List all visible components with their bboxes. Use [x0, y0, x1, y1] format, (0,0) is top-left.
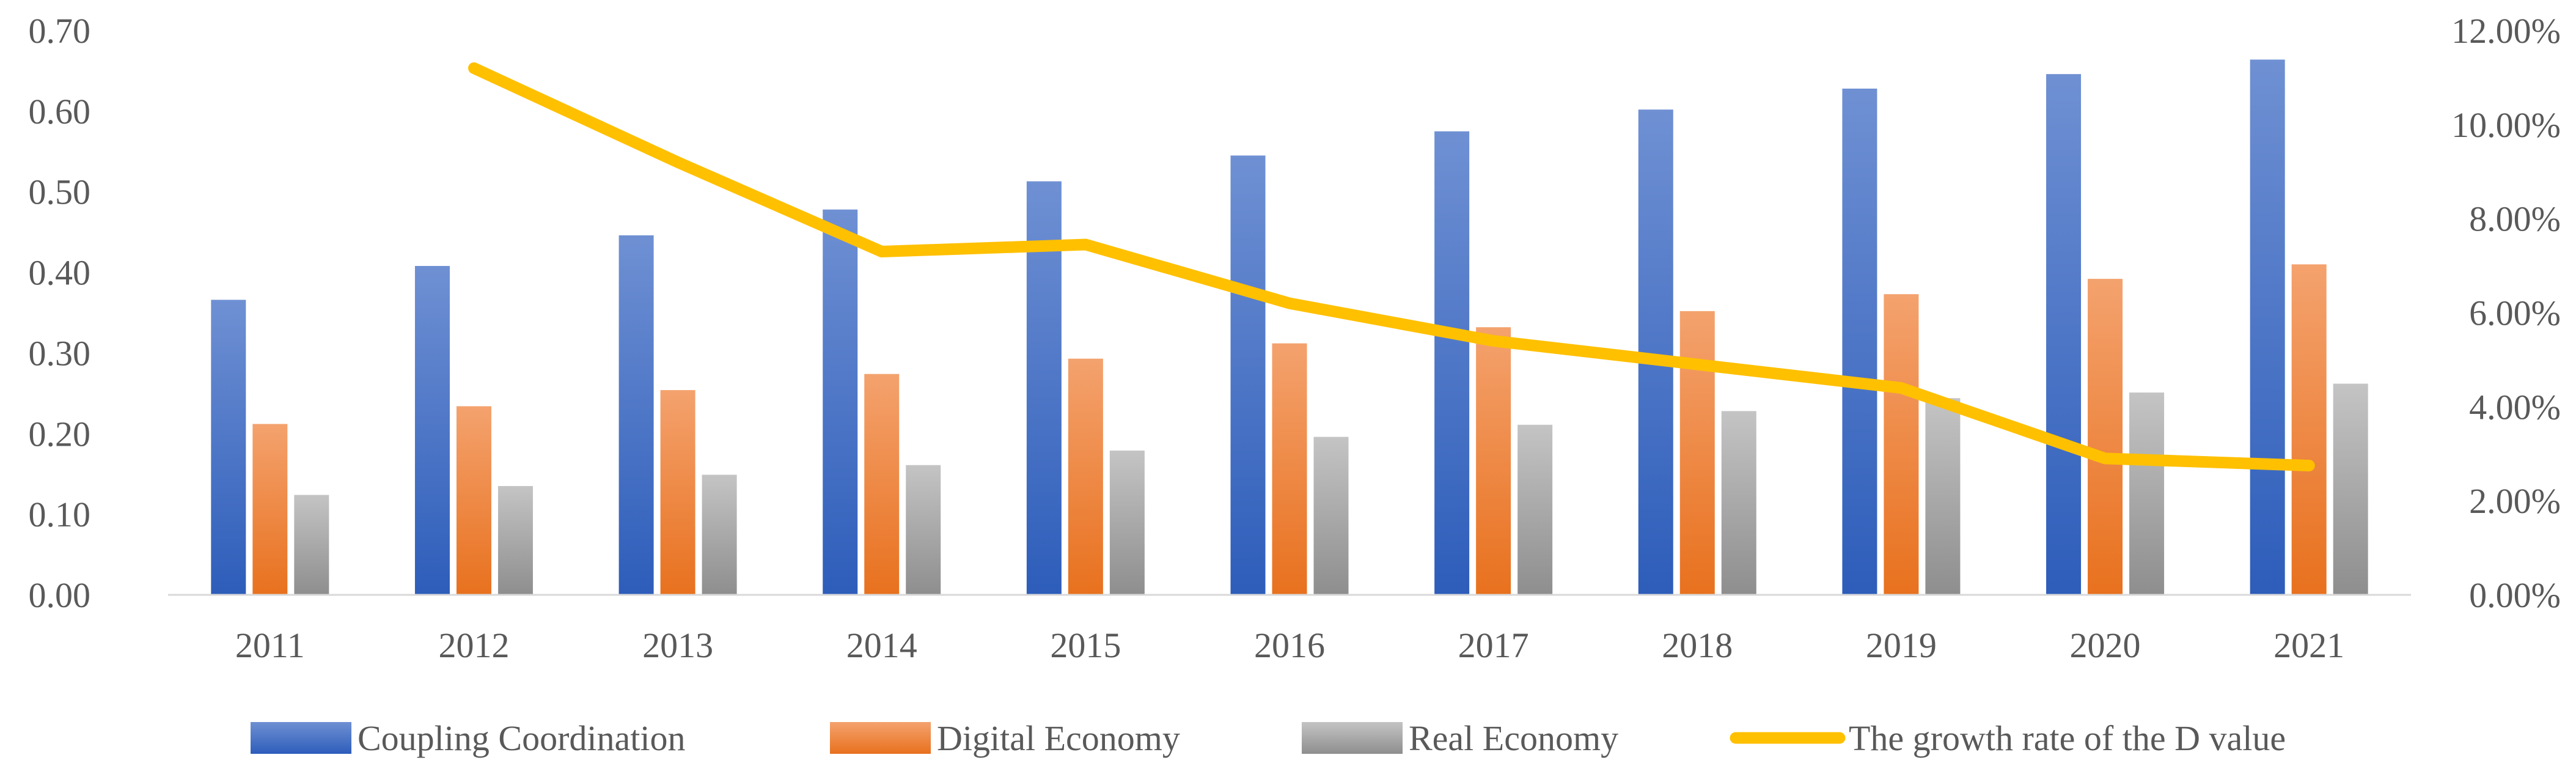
legend-label-real-economy: Real Economy [1409, 718, 1618, 758]
legend-swatch-coupling-coordination [251, 722, 351, 754]
right-tick-label: 0.00% [2469, 575, 2561, 615]
bar-digital-economy-2021 [2291, 264, 2327, 595]
bar-digital-economy-2011 [252, 424, 288, 595]
x-tick-label: 2013 [642, 625, 713, 665]
bar-real-economy-2016 [1313, 437, 1349, 595]
bar-coupling-coordination-2021 [2250, 59, 2285, 595]
legend: Coupling Coordination Digital Economy Real… [251, 718, 2286, 758]
bar-digital-economy-2015 [1068, 358, 1103, 595]
bar-real-economy-2021 [2333, 383, 2368, 595]
x-tick-label: 2012 [438, 625, 509, 665]
left-tick-label: 0.50 [29, 172, 91, 212]
legend-label-coupling-coordination: Coupling Coordination [358, 718, 686, 758]
left-tick-label: 0.10 [29, 495, 91, 534]
left-y-axis: 0.00 0.10 0.20 0.30 0.40 0.50 0.60 0.70 [29, 11, 91, 615]
x-tick-label: 2019 [1866, 625, 1937, 665]
line-growth-rate-d-value [468, 62, 2315, 471]
bar-digital-economy-2012 [456, 406, 491, 595]
right-tick-label: 12.00% [2451, 11, 2561, 51]
bar-coupling-coordination-2017 [1434, 131, 1470, 595]
left-tick-label: 0.30 [29, 333, 91, 373]
bar-coupling-coordination-2012 [414, 266, 450, 595]
bar-digital-economy-2016 [1272, 343, 1307, 595]
bar-real-economy-2018 [1721, 411, 1756, 595]
right-tick-label: 10.00% [2451, 105, 2561, 145]
left-tick-label: 0.20 [29, 414, 91, 454]
right-tick-label: 6.00% [2469, 293, 2561, 333]
legend-label-digital-economy: Digital Economy [937, 718, 1180, 758]
bar-coupling-coordination-2016 [1230, 155, 1266, 595]
right-tick-label: 2.00% [2469, 481, 2561, 521]
x-tick-label: 2014 [846, 625, 917, 665]
bar-digital-economy-2019 [1884, 294, 1919, 595]
bar-coupling-coordination-2013 [618, 235, 654, 595]
right-tick-label: 4.00% [2469, 387, 2561, 427]
bar-real-economy-2011 [294, 495, 329, 595]
bar-real-economy-2017 [1517, 424, 1553, 595]
bar-coupling-coordination-2014 [823, 209, 858, 595]
left-tick-label: 0.60 [29, 92, 91, 131]
x-tick-label: 2016 [1254, 625, 1325, 665]
legend-label-growth-rate: The growth rate of the D value [1849, 718, 2286, 758]
x-tick-label: 2021 [2273, 625, 2344, 665]
bar-coupling-coordination-2019 [1842, 88, 1877, 595]
bar-digital-economy-2017 [1476, 327, 1511, 595]
plot-area [211, 59, 2368, 595]
right-tick-label: 8.00% [2469, 199, 2561, 239]
x-tick-label: 2020 [2070, 625, 2141, 665]
left-tick-label: 0.40 [29, 253, 91, 293]
x-axis: 2011 2012 2013 2014 2015 2016 2017 2018 2019 2020… [168, 594, 2411, 665]
bar-digital-economy-2014 [864, 374, 900, 595]
x-tick-label: 2011 [235, 625, 305, 665]
x-tick-label: 2018 [1662, 625, 1733, 665]
bar-coupling-coordination-2018 [1638, 109, 1673, 595]
bar-real-economy-2020 [2129, 393, 2165, 595]
bar-real-economy-2019 [1925, 398, 1961, 595]
bar-real-economy-2013 [702, 474, 737, 595]
bar-real-economy-2012 [497, 485, 533, 595]
left-tick-label: 0.70 [29, 11, 91, 51]
bar-digital-economy-2018 [1679, 311, 1715, 595]
bar-real-economy-2014 [906, 465, 941, 595]
right-y-axis: 0.00% 2.00% 4.00% 6.00% 8.00% 10.00% 12.00% [2451, 11, 2561, 615]
bar-digital-economy-2013 [660, 390, 695, 595]
bar-coupling-coordination-2020 [2046, 74, 2082, 595]
legend-swatch-real-economy [1302, 722, 1403, 754]
legend-swatch-digital-economy [830, 722, 931, 754]
bar-real-economy-2015 [1109, 450, 1145, 595]
left-tick-label: 0.00 [29, 575, 91, 615]
x-tick-label: 2017 [1458, 625, 1529, 665]
bar-digital-economy-2020 [2088, 279, 2123, 595]
bar-coupling-coordination-2011 [211, 300, 246, 595]
x-tick-label: 2015 [1050, 625, 1121, 665]
